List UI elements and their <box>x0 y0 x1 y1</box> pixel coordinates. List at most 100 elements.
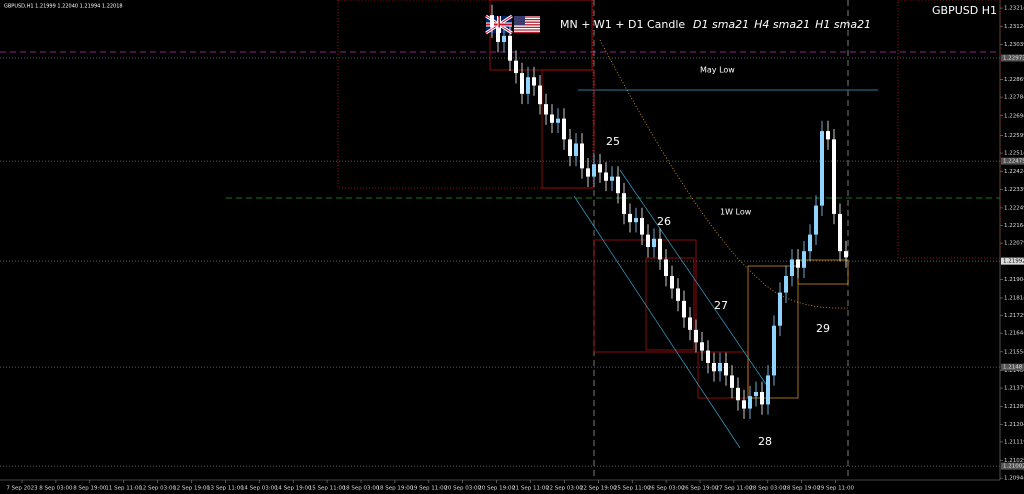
y-tick-label: 1.22079 <box>1004 241 1024 247</box>
annotation: 26 <box>657 215 671 228</box>
x-tick-label: 15 Sep 11:00 <box>309 486 346 492</box>
candle-body <box>730 375 734 388</box>
y-tick-label: 1.23124 <box>1004 24 1024 30</box>
y-tick-label: 1.21644 <box>1004 331 1024 337</box>
candle-body <box>526 77 530 94</box>
y-tick-label: 1.22694 <box>1004 113 1024 119</box>
y-tick-label: 1.21379 <box>1004 386 1024 392</box>
candle-body <box>748 396 752 409</box>
y-tick-label: 1.22599 <box>1004 133 1024 139</box>
candle-body <box>556 118 560 123</box>
us-flag <box>514 16 540 34</box>
price-level-label: 1.2148 <box>1003 365 1023 371</box>
y-tick-label: 1.20944 <box>1004 476 1024 482</box>
candle-body <box>634 218 638 223</box>
x-tick-label: 8 Sep 19:00 <box>73 486 107 492</box>
candle-body <box>724 363 728 376</box>
price-level-box <box>1001 363 1024 371</box>
daily-box <box>747 265 799 399</box>
x-tick-label: 26 Sep 19:00 <box>682 486 719 492</box>
candle-body <box>814 205 818 235</box>
candle-body <box>736 387 740 401</box>
y-tick-label: 1.22424 <box>1004 169 1024 175</box>
daily-box <box>645 257 695 351</box>
price-level-box <box>1001 157 1024 165</box>
price-level-box <box>1001 462 1024 470</box>
annotation: 29 <box>816 322 830 335</box>
candle-body <box>598 164 602 173</box>
y-tick-label: 1.21119 <box>1004 439 1024 445</box>
x-tick-label: 11 Sep 11:00 <box>105 486 142 492</box>
x-tick-label: 27 Sep 11:00 <box>716 486 753 492</box>
candle-body <box>820 131 824 206</box>
candle-body <box>664 259 668 277</box>
y-tick-label: 1.22249 <box>1004 205 1024 211</box>
y-tick-label: 1.22514 <box>1004 151 1024 157</box>
y-tick-label: 1.21464 <box>1004 368 1024 374</box>
annotation: 1W Low <box>720 208 752 217</box>
candle-body <box>844 251 848 258</box>
y-tick-label: 1.23039 <box>1004 42 1024 48</box>
candle-body <box>532 77 536 86</box>
x-tick-label: 26 Sep 03:00 <box>648 486 685 492</box>
symbol-label: GBPUSD H1 <box>932 4 997 17</box>
header: GBPUSD,H1 1.21999 1.22040 1.21994 1.2201… <box>4 4 123 10</box>
price-level-label: 1.21002 <box>1003 464 1024 470</box>
candle-body <box>790 259 794 277</box>
y-tick-label: 1.21554 <box>1004 349 1024 355</box>
annotation: 28 <box>758 435 772 448</box>
daily-box <box>593 239 697 353</box>
candle-body <box>658 238 662 260</box>
x-tick-label: 21 Sep 11:00 <box>512 486 549 492</box>
annotation: 25 <box>606 135 620 148</box>
weekly-box <box>489 0 593 71</box>
candle-body <box>700 342 704 351</box>
candle-body <box>496 27 500 43</box>
y-tick-label: 1.21814 <box>1004 295 1024 301</box>
candle-body <box>670 276 674 289</box>
candle-body <box>778 292 782 326</box>
candle-body <box>568 139 572 156</box>
x-tick-label: 12 Sep 03:00 <box>139 486 176 492</box>
y-tick-label: 1.21289 <box>1004 404 1024 410</box>
y-tick-label: 1.22164 <box>1004 223 1024 229</box>
candle-body <box>616 176 620 194</box>
y-tick-label: 1.23214 <box>1004 6 1024 12</box>
candle-body <box>502 35 506 43</box>
monthly-box <box>337 0 594 189</box>
candle-body <box>694 329 698 343</box>
candle-body <box>520 73 524 94</box>
candle-body <box>514 60 518 74</box>
candle-body <box>718 363 722 372</box>
candle-body <box>682 300 686 318</box>
candle-body <box>712 363 716 372</box>
candle-body <box>826 131 830 140</box>
x-tick-label: 20 Sep 19:00 <box>478 486 515 492</box>
candle-body <box>574 143 578 156</box>
legend-entry: D1 sma21 <box>693 18 749 31</box>
daily-box <box>541 69 595 189</box>
chart-title: MN + W1 + D1 Candle <box>560 18 685 31</box>
x-tick-label: 22 Sep 03:00 <box>546 486 583 492</box>
x-tick-label: 18 Sep 03:00 <box>343 486 380 492</box>
x-tick-label: 19 Sep 11:00 <box>410 486 447 492</box>
candle-body <box>628 213 632 223</box>
price-level-box <box>1001 54 1024 62</box>
candle-body <box>838 213 842 252</box>
x-tick-label: 20 Sep 03:00 <box>444 486 481 492</box>
x-tick-label: 28 Sep 03:00 <box>749 486 786 492</box>
candle-body <box>784 276 788 293</box>
candle-body <box>652 238 656 248</box>
x-tick-label: 8 Sep 03:00 <box>39 486 73 492</box>
candle-body <box>676 288 680 301</box>
sma-line <box>599 39 849 309</box>
candle-body <box>550 114 554 123</box>
y-tick-label: 1.22339 <box>1004 187 1024 193</box>
x-tick-label: 29 Sep 11:00 <box>817 486 854 492</box>
price-level-label: 1.21992 <box>1003 259 1024 265</box>
candle-body <box>610 176 614 181</box>
price-level-box <box>1001 257 1024 265</box>
candle-body <box>742 400 746 409</box>
candle-body <box>622 193 626 214</box>
